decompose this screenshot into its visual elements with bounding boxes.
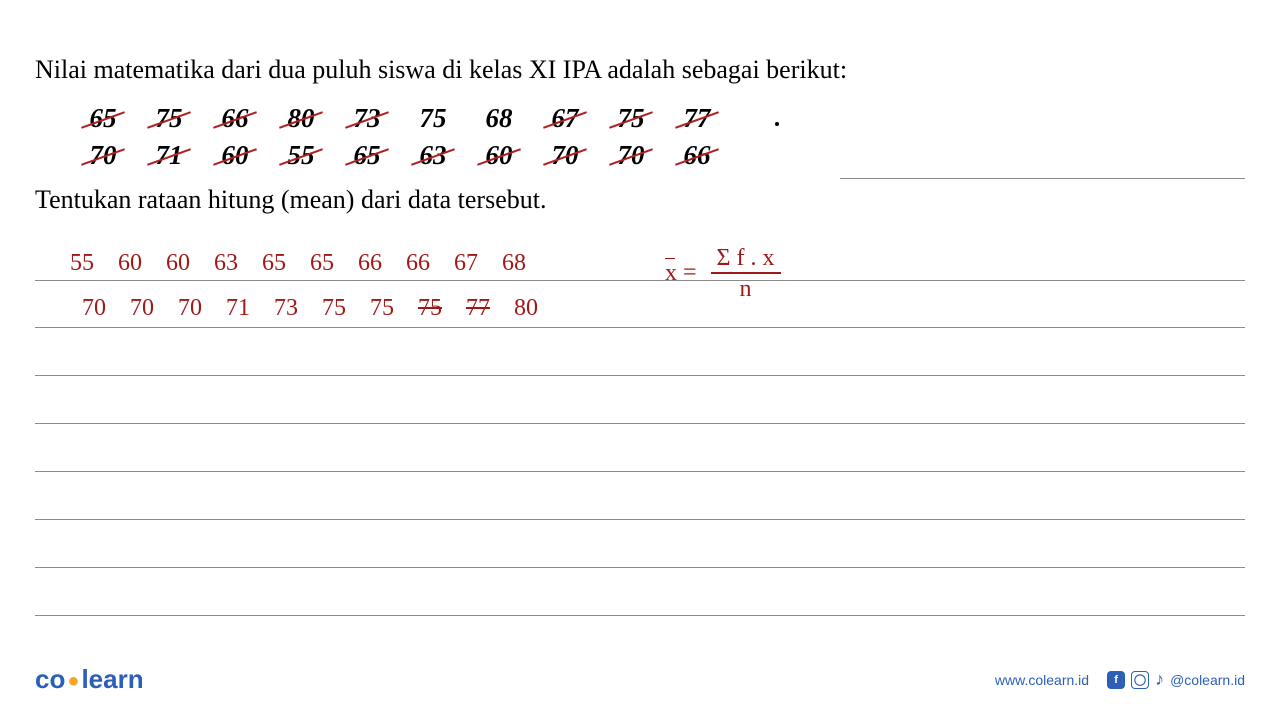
rule-line [35, 423, 1245, 424]
data-value: 66 [202, 103, 268, 134]
rule-line [35, 280, 1245, 281]
handwritten-value: 70 [166, 295, 214, 322]
handwritten-value: 77 [454, 295, 502, 322]
rule-line [35, 375, 1245, 376]
x-bar-symbol: x [665, 260, 677, 287]
handwritten-value: 66 [346, 250, 394, 277]
data-value: 77 [664, 103, 730, 134]
handwritten-value: 73 [262, 295, 310, 322]
rule-line [35, 327, 1245, 328]
data-value: 73 [334, 103, 400, 134]
data-value: 75 [598, 103, 664, 134]
footer: co●learn www.colearn.id f ◯ ♪ @colearn.i… [35, 664, 1245, 695]
handwritten-sorted-row1: 55606063656566666768 [58, 250, 538, 277]
data-value: 80 [268, 103, 334, 134]
logo-text-right: learn [81, 664, 143, 694]
logo-dot-icon: ● [67, 670, 79, 693]
tiktok-icon: ♪ [1155, 669, 1164, 690]
rule-line [35, 519, 1245, 520]
handwritten-value: 65 [298, 250, 346, 277]
handwritten-value: 67 [442, 250, 490, 277]
handwritten-value: 65 [250, 250, 298, 277]
social-group: f ◯ ♪ @colearn.id [1107, 669, 1245, 690]
handwritten-value: 70 [118, 295, 166, 322]
rule-line [35, 615, 1245, 616]
problem-intro: Nilai matematika dari dua puluh siswa di… [35, 55, 1245, 85]
handwritten-value: 55 [58, 250, 106, 277]
mean-formula: x = Σ f . x n [665, 245, 781, 303]
data-value: 75 [136, 103, 202, 134]
fraction-denominator: n [711, 274, 781, 303]
rule-line [840, 178, 1245, 179]
fraction-numerator: Σ f . x [711, 245, 781, 274]
footer-right: www.colearn.id f ◯ ♪ @colearn.id [995, 669, 1245, 690]
logo-text-left: co [35, 664, 65, 694]
handwritten-value: 60 [106, 250, 154, 277]
data-value: 67 [532, 103, 598, 134]
handwritten-value: 68 [490, 250, 538, 277]
brand-logo: co●learn [35, 664, 144, 695]
handwritten-value: 70 [70, 295, 118, 322]
instagram-icon: ◯ [1131, 671, 1149, 689]
handwritten-value: 75 [358, 295, 406, 322]
equals-sign: = [683, 260, 697, 286]
ruled-paper [0, 148, 1280, 668]
handwritten-value: 75 [406, 295, 454, 322]
fraction: Σ f . x n [711, 245, 781, 303]
handwritten-value: 71 [214, 295, 262, 322]
social-handle: @colearn.id [1170, 672, 1245, 688]
data-value: 65 [70, 103, 136, 134]
handwritten-sorted-row2: 70707071737575757780 [70, 295, 550, 322]
data-value: 68 [466, 103, 532, 134]
handwritten-value: 66 [394, 250, 442, 277]
handwritten-value: 63 [202, 250, 250, 277]
handwritten-value: 60 [154, 250, 202, 277]
rule-line [35, 471, 1245, 472]
data-value: 75 [400, 103, 466, 134]
data-row-1: 65756680737568677577 [70, 103, 1245, 134]
rule-line [35, 567, 1245, 568]
handwritten-value: 80 [502, 295, 550, 322]
facebook-icon: f [1107, 671, 1125, 689]
dot-mark [775, 122, 779, 126]
handwritten-value: 75 [310, 295, 358, 322]
website-url: www.colearn.id [995, 672, 1089, 688]
